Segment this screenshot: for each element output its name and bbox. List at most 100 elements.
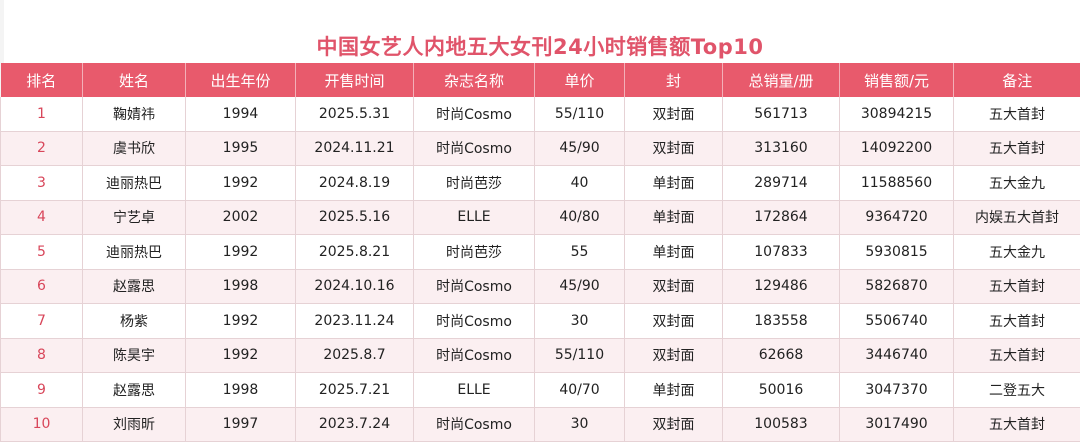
cell-notes: 五大首封	[954, 407, 1080, 442]
cell-rank: 3	[1, 166, 83, 201]
cell-birth-year: 2002	[186, 200, 296, 235]
cell-total-volume: 183558	[723, 304, 840, 339]
cell-cover: 单封面	[625, 166, 723, 201]
cell-unit-price: 40/70	[535, 373, 625, 408]
cell-sale-date: 2024.10.16	[296, 269, 414, 304]
cell-revenue: 11588560	[840, 166, 954, 201]
sales-table: 排名 姓名 出生年份 开售时间 杂志名称 单价 封 总销量/册 销售额/元 备注…	[0, 63, 1080, 442]
cell-birth-year: 1995	[186, 131, 296, 166]
cell-magazine: 时尚芭莎	[414, 166, 535, 201]
cell-birth-year: 1992	[186, 166, 296, 201]
cell-sale-date: 2025.5.16	[296, 200, 414, 235]
cell-unit-price: 30	[535, 304, 625, 339]
cell-birth-year: 1998	[186, 373, 296, 408]
cell-revenue: 3446740	[840, 338, 954, 373]
cell-notes: 内娱五大首封	[954, 200, 1080, 235]
cell-sale-date: 2025.8.21	[296, 235, 414, 270]
cell-total-volume: 313160	[723, 131, 840, 166]
cell-name: 陈昊宇	[83, 338, 186, 373]
cell-magazine: ELLE	[414, 200, 535, 235]
cell-magazine: 时尚Cosmo	[414, 338, 535, 373]
cell-birth-year: 1992	[186, 304, 296, 339]
cell-revenue: 9364720	[840, 200, 954, 235]
cell-notes: 五大首封	[954, 269, 1080, 304]
cell-sale-date: 2024.11.21	[296, 131, 414, 166]
cell-notes: 五大首封	[954, 97, 1080, 131]
cell-total-volume: 100583	[723, 407, 840, 442]
cell-notes: 二登五大	[954, 373, 1080, 408]
cell-cover: 双封面	[625, 97, 723, 131]
cell-rank: 7	[1, 304, 83, 339]
cell-revenue: 5930815	[840, 235, 954, 270]
cell-notes: 五大首封	[954, 338, 1080, 373]
cell-birth-year: 1992	[186, 235, 296, 270]
header-row: 排名 姓名 出生年份 开售时间 杂志名称 单价 封 总销量/册 销售额/元 备注	[1, 63, 1080, 97]
cell-cover: 双封面	[625, 269, 723, 304]
header-cover: 封	[625, 63, 723, 97]
cell-rank: 5	[1, 235, 83, 270]
cell-total-volume: 289714	[723, 166, 840, 201]
header-name: 姓名	[83, 63, 186, 97]
cell-total-volume: 561713	[723, 97, 840, 131]
cell-magazine: ELLE	[414, 373, 535, 408]
cell-rank: 8	[1, 338, 83, 373]
cell-magazine: 时尚Cosmo	[414, 131, 535, 166]
cell-cover: 单封面	[625, 235, 723, 270]
cell-revenue: 14092200	[840, 131, 954, 166]
cell-total-volume: 50016	[723, 373, 840, 408]
cell-birth-year: 1994	[186, 97, 296, 131]
cell-notes: 五大首封	[954, 304, 1080, 339]
cell-revenue: 30894215	[840, 97, 954, 131]
cell-name: 赵露思	[83, 269, 186, 304]
cell-unit-price: 30	[535, 407, 625, 442]
cell-name: 刘雨昕	[83, 407, 186, 442]
cell-notes: 五大首封	[954, 131, 1080, 166]
cell-revenue: 3047370	[840, 373, 954, 408]
cell-birth-year: 1997	[186, 407, 296, 442]
cell-revenue: 5506740	[840, 304, 954, 339]
cell-total-volume: 107833	[723, 235, 840, 270]
cell-total-volume: 62668	[723, 338, 840, 373]
cell-sale-date: 2023.7.24	[296, 407, 414, 442]
cell-total-volume: 129486	[723, 269, 840, 304]
cell-name: 杨紫	[83, 304, 186, 339]
cell-revenue: 3017490	[840, 407, 954, 442]
cell-rank: 10	[1, 407, 83, 442]
cell-cover: 双封面	[625, 407, 723, 442]
cell-birth-year: 1998	[186, 269, 296, 304]
cell-unit-price: 55/110	[535, 338, 625, 373]
cell-cover: 双封面	[625, 304, 723, 339]
page: 中国女艺人内地五大女刊24小时销售额Top10 排名 姓名 出生年份 开售时间 …	[0, 0, 1080, 426]
cell-rank: 2	[1, 131, 83, 166]
cell-total-volume: 172864	[723, 200, 840, 235]
cell-unit-price: 55	[535, 235, 625, 270]
header-birth-year: 出生年份	[186, 63, 296, 97]
cell-unit-price: 55/110	[535, 97, 625, 131]
cell-unit-price: 40/80	[535, 200, 625, 235]
header-notes: 备注	[954, 63, 1080, 97]
table-title: 中国女艺人内地五大女刊24小时销售额Top10	[0, 30, 1080, 64]
header-magazine: 杂志名称	[414, 63, 535, 97]
cell-revenue: 5826870	[840, 269, 954, 304]
cell-notes: 五大金九	[954, 166, 1080, 201]
cell-sale-date: 2025.8.7	[296, 338, 414, 373]
cell-cover: 单封面	[625, 200, 723, 235]
cell-magazine: 时尚芭莎	[414, 235, 535, 270]
cell-name: 迪丽热巴	[83, 235, 186, 270]
cell-notes: 五大金九	[954, 235, 1080, 270]
cell-unit-price: 45/90	[535, 131, 625, 166]
cell-magazine: 时尚Cosmo	[414, 407, 535, 442]
cell-rank: 9	[1, 373, 83, 408]
cell-name: 宁艺卓	[83, 200, 186, 235]
cell-magazine: 时尚Cosmo	[414, 97, 535, 131]
